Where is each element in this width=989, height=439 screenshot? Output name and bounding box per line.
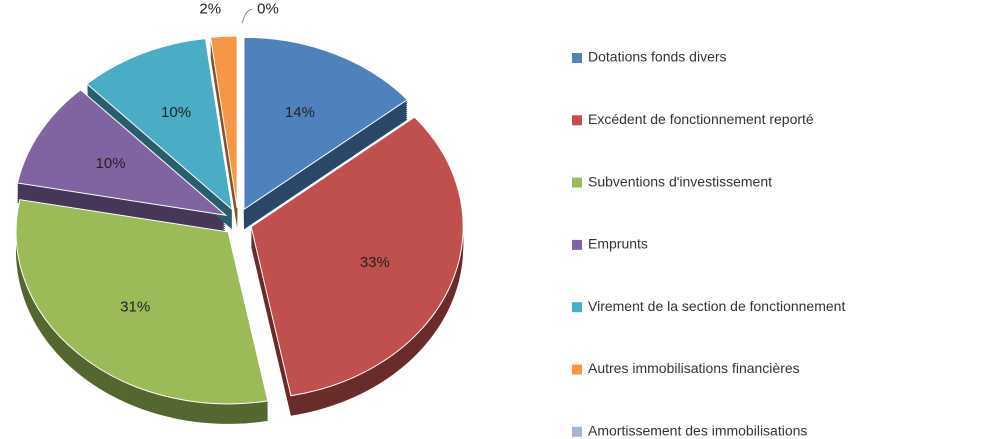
data-label: 31%	[120, 298, 150, 315]
legend-label: Virement de la section de fonctionnement	[588, 298, 845, 314]
slice	[15, 199, 269, 405]
legend-swatch	[572, 239, 582, 250]
slice	[16, 89, 228, 217]
data-label: 0%	[257, 0, 279, 17]
slice	[209, 35, 238, 209]
legend-swatch	[572, 177, 582, 188]
legend-swatch	[572, 302, 582, 313]
legend-label: Subventions d'investissement	[588, 173, 772, 189]
legend-label: Emprunts	[588, 236, 648, 252]
slice	[243, 36, 409, 211]
legend-label: Excédent de fonctionnement reporté	[588, 111, 814, 127]
leader-line	[241, 8, 253, 24]
data-label: 10%	[96, 155, 126, 172]
legend-swatch	[572, 364, 582, 375]
legend-swatch	[572, 426, 582, 437]
data-label: 10%	[161, 104, 191, 121]
legend-label: Dotations fonds divers	[588, 49, 727, 65]
data-label: 2%	[199, 1, 221, 18]
legend-label: Amortissement des immobilisations	[588, 423, 807, 439]
slice	[250, 116, 464, 397]
data-label: 33%	[360, 254, 390, 271]
data-label: 14%	[285, 104, 315, 121]
slice	[86, 38, 233, 211]
legend-label: Autres immobilisations financières	[588, 360, 800, 376]
legend-swatch	[572, 53, 582, 63]
legend-swatch	[572, 115, 582, 126]
